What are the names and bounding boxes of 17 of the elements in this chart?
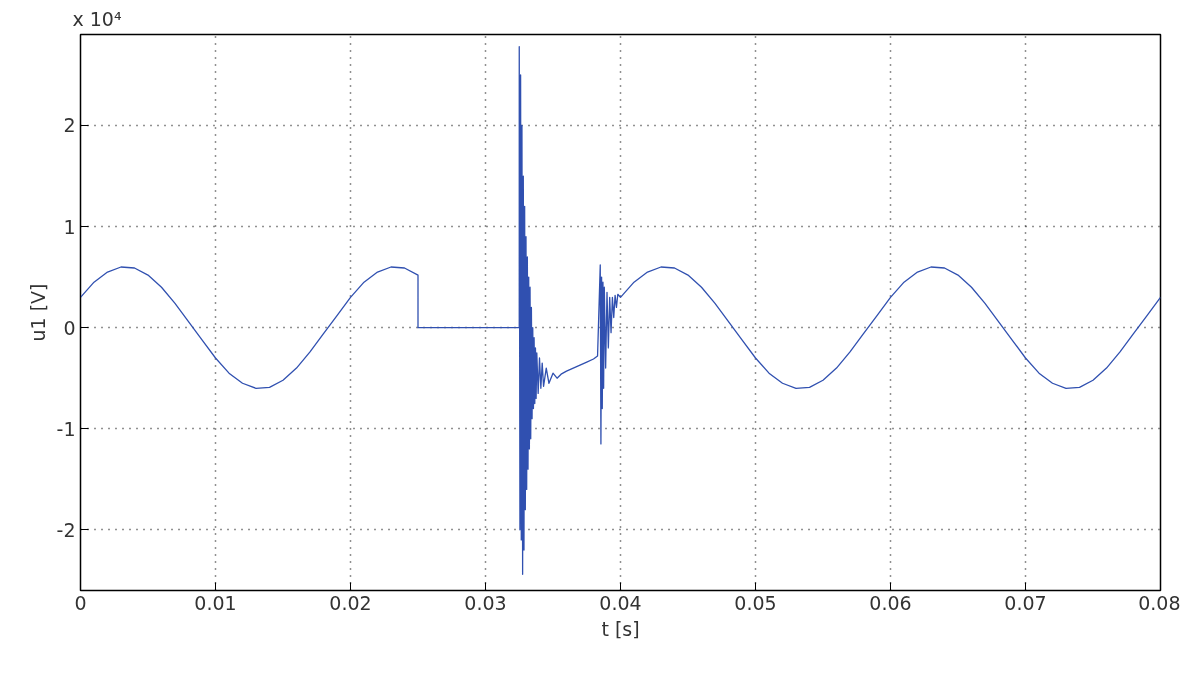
y-tick-label: 1	[63, 215, 76, 238]
x-tick-label: 0.02	[329, 591, 372, 614]
x-tick-label: 0.04	[599, 591, 642, 614]
y-axis-title: u1 [V]	[26, 283, 49, 342]
x-tick-label: 0.01	[194, 591, 237, 614]
y-tick-label: 2	[63, 114, 76, 137]
line-series	[80, 45, 1161, 575]
x-axis-title: t [s]	[601, 617, 640, 640]
x-tick-label: 0.03	[464, 591, 507, 614]
text: x 10⁴	[72, 7, 122, 30]
x-tick-label: 0.06	[869, 591, 912, 614]
x-tick-label: 0.07	[1004, 591, 1047, 614]
y-tick-label: -2	[56, 518, 76, 541]
y-tick-label: 0	[63, 316, 76, 339]
y-tick-label: -1	[56, 417, 76, 440]
x-tick-label: 0.08	[1138, 591, 1181, 614]
x-tick-label: 0.05	[734, 591, 777, 614]
